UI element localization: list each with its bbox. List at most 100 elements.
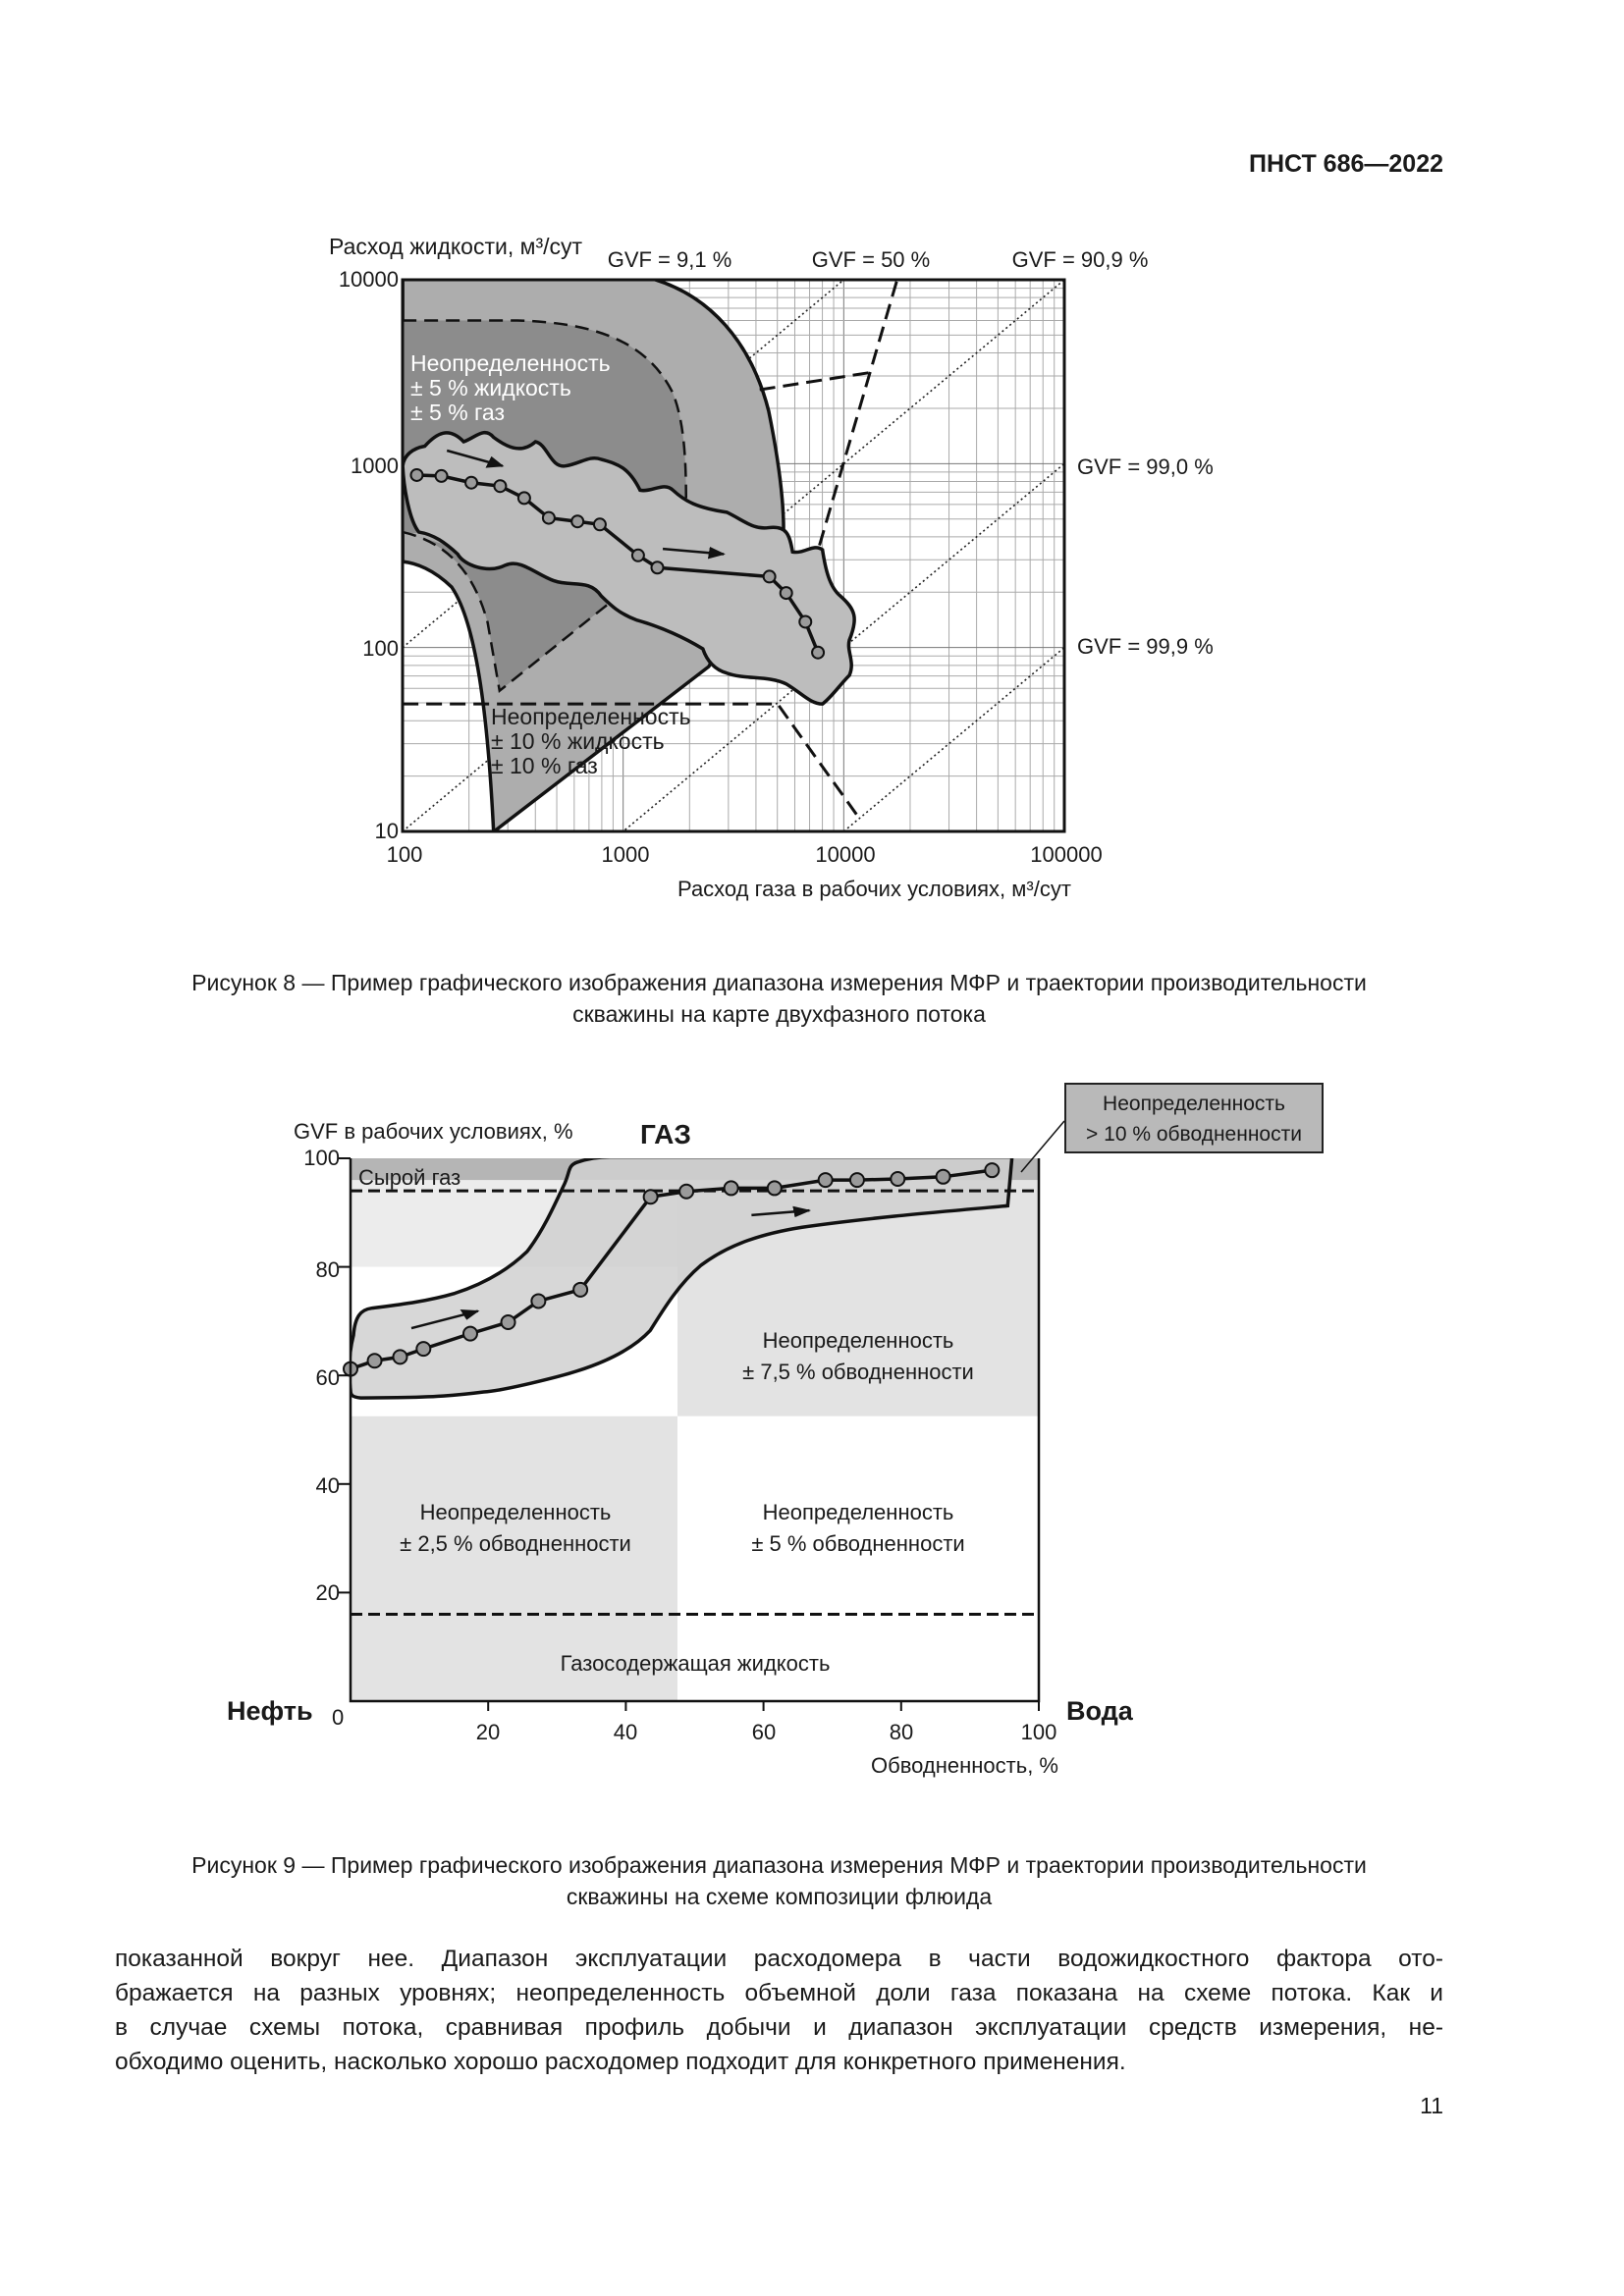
trajectory-point [848,1172,865,1189]
fig9-performance-envelope [351,1158,1012,1399]
caption-line: скважины на карте двухфазного потока [572,1001,986,1027]
region-label-line: ± 5 % жидкость [410,375,571,400]
trajectory-point [984,1162,1001,1179]
trajectory-point [366,1353,383,1369]
caption-line: Рисунок 9 — Пример графического изображе… [191,1852,1367,1878]
fig8-x-tick: 1000 [601,842,650,867]
region-label-line: ± 5 % обводненности [751,1531,965,1556]
trajectory-point [434,468,449,483]
fig9-oil-label: Нефть [227,1696,313,1726]
fig9-x-tick: 40 [613,1720,638,1744]
fig9-x-tick: 60 [751,1720,777,1744]
fig8-y-tick: 100 [362,636,399,661]
trajectory-point [723,1180,739,1197]
fig8-gvf-label: GVF = 99,0 % [1077,454,1214,479]
trajectory-point [516,491,531,506]
figure9-chart [339,1120,1065,1711]
trajectory-point [493,479,508,494]
trajectory-point [630,548,645,562]
region-label-line: ± 10 % газ [491,753,598,778]
trajectory-point [570,514,585,529]
region-label-line: ± 5 % газ [410,400,505,425]
figure8-chart [401,278,1066,833]
caption-line: скважины на схеме композиции флюида [566,1884,993,1909]
trajectory-point [817,1172,834,1189]
trajectory-point [461,1325,478,1342]
fig9-region-label-7-5pct: Неопределенность ± 7,5 % обводненности [742,1325,974,1388]
trajectory-point [592,517,607,532]
region-label-line: ± 2,5 % обводненности [400,1531,631,1556]
fig9-axes [349,1158,1041,1703]
trajectory-point [464,475,479,490]
fig8-trajectory [409,467,826,660]
trajectory-point [541,510,556,525]
fig8-plot-frame [401,278,1066,833]
fig9-y-tick: 80 [315,1257,340,1282]
fig8-y-tick: 10 [374,819,399,843]
trajectory-point [762,569,777,584]
region-label-line: Неопределенность [410,350,611,376]
trajectory-point [935,1168,951,1185]
fig8-gvf-label: GVF = 90,9 % [1011,247,1149,272]
body-text-line: в случае схемы потока, сравнивая профиль… [115,2014,1443,2041]
region-label-line: ± 10 % жидкость [491,728,665,754]
fig8-performance-envelope [403,433,854,704]
fig9-y-tick: 60 [315,1365,340,1390]
fig9-region-label-5pct: Неопределенность ± 5 % обводненности [751,1497,964,1560]
trajectory-point [415,1341,432,1358]
fig9-y-tick: 40 [315,1473,340,1498]
region-label-line: Неопределенность [419,1500,612,1524]
fig8-y-axis-label: Расход жидкости, м³/сут [329,234,583,259]
region-label-line: Неопределенность [762,1328,954,1353]
trajectory-point [890,1171,906,1188]
fig9-water-label: Вода [1066,1696,1133,1726]
document-id: ПНСТ 686—2022 [1249,150,1443,178]
fig9-y-tick: 20 [315,1580,340,1605]
trajectory-point [779,586,793,601]
fig8-gvf-label: GVF = 99,9 % [1077,634,1214,659]
trajectory-point [409,467,424,482]
region-bg-5pct [677,1415,1039,1701]
trajectory-point [811,645,826,660]
fig9-ticks [339,1157,1040,1711]
body-text-line: бражается на разных уровнях; неопределен… [115,1980,1443,2006]
fig9-x-axis-label: Обводненность, % [871,1753,1058,1778]
region-label-line: Неопределенность [491,704,691,729]
trajectory-point [500,1314,516,1331]
fig8-y-tick: 1000 [351,454,399,478]
figure9-caption: Рисунок 9 — Пример графического изображе… [115,1849,1443,1912]
gvf-iso-line [842,647,1064,831]
fig9-y-tick: 100 [303,1146,340,1170]
trajectory-point [678,1183,695,1200]
figure8-caption: Рисунок 8 — Пример графического изображе… [115,967,1443,1030]
region-label-line: ± 7,5 % обводненности [742,1360,974,1384]
fig8-gvf-label: GVF = 9,1 % [607,247,732,272]
callout-line: > 10 % обводненности [1086,1123,1302,1146]
fig9-x-tick: 0 [332,1705,345,1730]
fig9-gas-label: ГАЗ [640,1119,691,1149]
region-label-line: Неопределенность [762,1500,954,1524]
trajectory-point [572,1281,589,1298]
page-number: 11 [1420,2093,1443,2118]
fig9-callout-leader [1020,1120,1065,1173]
gvf-iso-line [622,462,1064,831]
body-text-line: обходимо оценить, насколько хорошо расхо… [115,2049,1126,2075]
fig9-x-tick: 80 [889,1720,914,1744]
fig8-gvf-label: GVF = 50 % [811,247,931,272]
trajectory-point [642,1189,659,1205]
trajectory-point [766,1180,783,1197]
fig9-x-tick: 20 [475,1720,501,1744]
trajectory-point [798,614,813,629]
trajectory-point [650,561,665,575]
fig8-region-label-10pct: Неопределенность ± 10 % жидкость ± 10 % … [491,705,691,778]
fig8-x-tick: 10000 [815,842,876,867]
fig8-region-label-5pct: Неопределенность ± 5 % жидкость ± 5 % га… [410,351,611,425]
fig8-direction-arrow-icon [447,451,504,467]
fig9-region-label-gassy-liquid: Газосодержащая жидкость [560,1651,831,1676]
trajectory-point [530,1293,547,1309]
fig8-x-tick: 100000 [1030,842,1103,867]
fig9-raw-gas-label: Сырой газ [358,1165,461,1190]
callout-line: Неопределенность [1103,1093,1285,1115]
fig8-y-tick: 10000 [338,267,399,292]
